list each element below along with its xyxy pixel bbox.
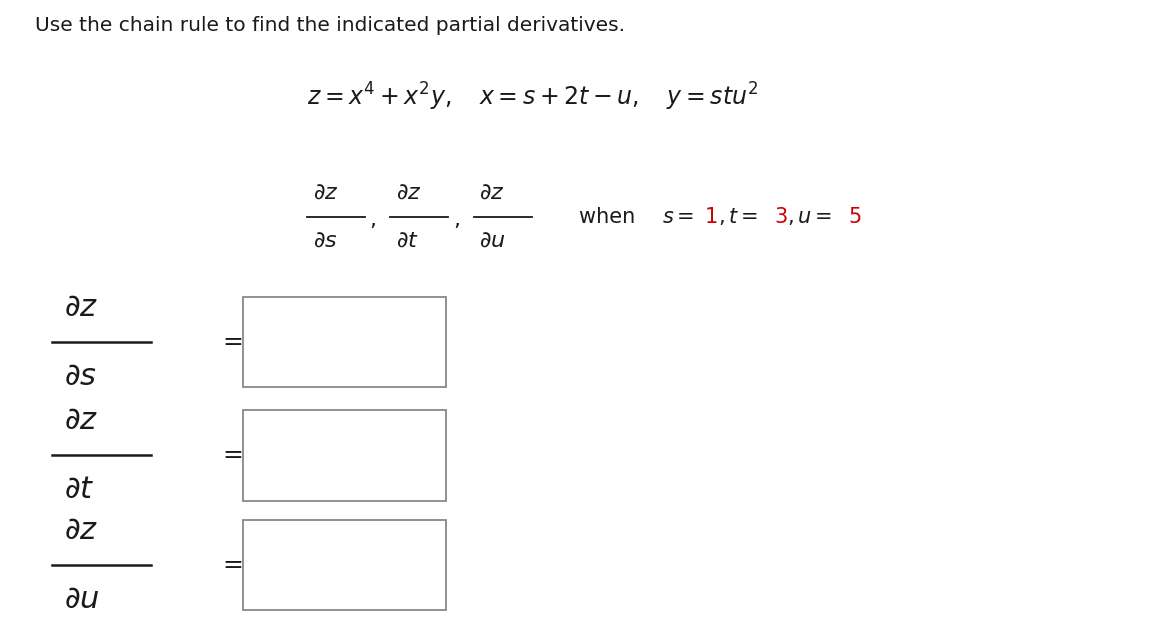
Text: =: = — [222, 553, 243, 577]
Text: $\partial s$: $\partial s$ — [64, 362, 97, 391]
Text: $\partial u$: $\partial u$ — [479, 230, 506, 251]
Text: $, t = $: $, t = $ — [718, 206, 758, 227]
Text: $z = x^4 + x^2y, \quad x = s + 2t - u, \quad y = stu^2$: $z = x^4 + x^2y, \quad x = s + 2t - u, \… — [307, 81, 758, 114]
Text: $s = $: $s = $ — [662, 207, 695, 227]
FancyBboxPatch shape — [243, 410, 446, 501]
Text: ,: , — [369, 210, 376, 230]
Text: $, u = $: $, u = $ — [787, 207, 833, 227]
Text: ,: , — [453, 210, 460, 230]
Text: $\partial t$: $\partial t$ — [396, 230, 419, 251]
Text: =: = — [222, 443, 243, 467]
Text: Use the chain rule to find the indicated partial derivatives.: Use the chain rule to find the indicated… — [35, 16, 624, 35]
Text: $\partial z$: $\partial z$ — [64, 516, 98, 545]
Text: $\partial t$: $\partial t$ — [64, 475, 94, 504]
Text: $5$: $5$ — [848, 207, 862, 227]
Text: $\partial z$: $\partial z$ — [396, 183, 422, 203]
FancyBboxPatch shape — [243, 297, 446, 387]
Text: $\partial z$: $\partial z$ — [479, 183, 505, 203]
Text: =: = — [222, 330, 243, 354]
FancyBboxPatch shape — [243, 520, 446, 610]
Text: when: when — [579, 207, 648, 227]
Text: $\partial u$: $\partial u$ — [64, 585, 100, 614]
Text: $\partial z$: $\partial z$ — [313, 183, 338, 203]
Text: $\partial s$: $\partial s$ — [313, 230, 337, 251]
Text: $\partial z$: $\partial z$ — [64, 406, 98, 435]
Text: $3$: $3$ — [774, 207, 787, 227]
Text: $1$: $1$ — [704, 207, 718, 227]
Text: $\partial z$: $\partial z$ — [64, 293, 98, 322]
